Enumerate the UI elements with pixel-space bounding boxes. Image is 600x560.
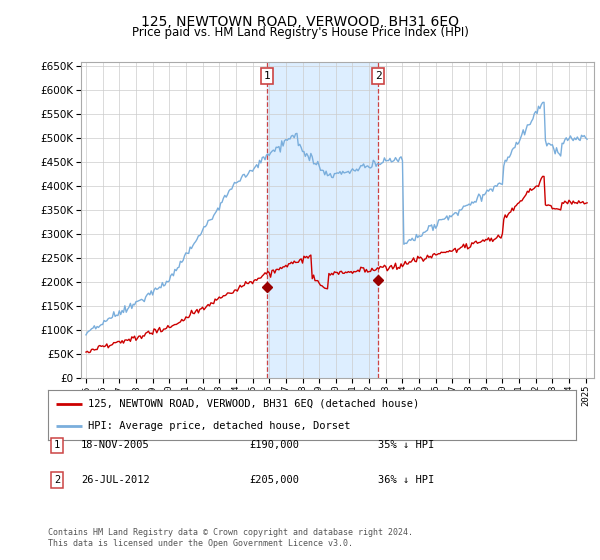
Text: 35% ↓ HPI: 35% ↓ HPI: [378, 440, 434, 450]
Text: Price paid vs. HM Land Registry's House Price Index (HPI): Price paid vs. HM Land Registry's House …: [131, 26, 469, 39]
Text: HPI: Average price, detached house, Dorset: HPI: Average price, detached house, Dors…: [88, 421, 350, 431]
Text: 1: 1: [264, 71, 271, 81]
Text: 2: 2: [54, 475, 60, 485]
Text: 18-NOV-2005: 18-NOV-2005: [81, 440, 150, 450]
Bar: [267, 62, 379, 378]
Text: £205,000: £205,000: [249, 475, 299, 485]
Text: 26-JUL-2012: 26-JUL-2012: [81, 475, 150, 485]
Text: 36% ↓ HPI: 36% ↓ HPI: [378, 475, 434, 485]
Bar: [586, 62, 594, 378]
Text: 125, NEWTOWN ROAD, VERWOOD, BH31 6EQ: 125, NEWTOWN ROAD, VERWOOD, BH31 6EQ: [141, 15, 459, 29]
Text: Contains HM Land Registry data © Crown copyright and database right 2024.
This d: Contains HM Land Registry data © Crown c…: [48, 528, 413, 548]
Text: 125, NEWTOWN ROAD, VERWOOD, BH31 6EQ (detached house): 125, NEWTOWN ROAD, VERWOOD, BH31 6EQ (de…: [88, 399, 419, 409]
Text: 1: 1: [54, 440, 60, 450]
Text: 2: 2: [375, 71, 382, 81]
Text: £190,000: £190,000: [249, 440, 299, 450]
